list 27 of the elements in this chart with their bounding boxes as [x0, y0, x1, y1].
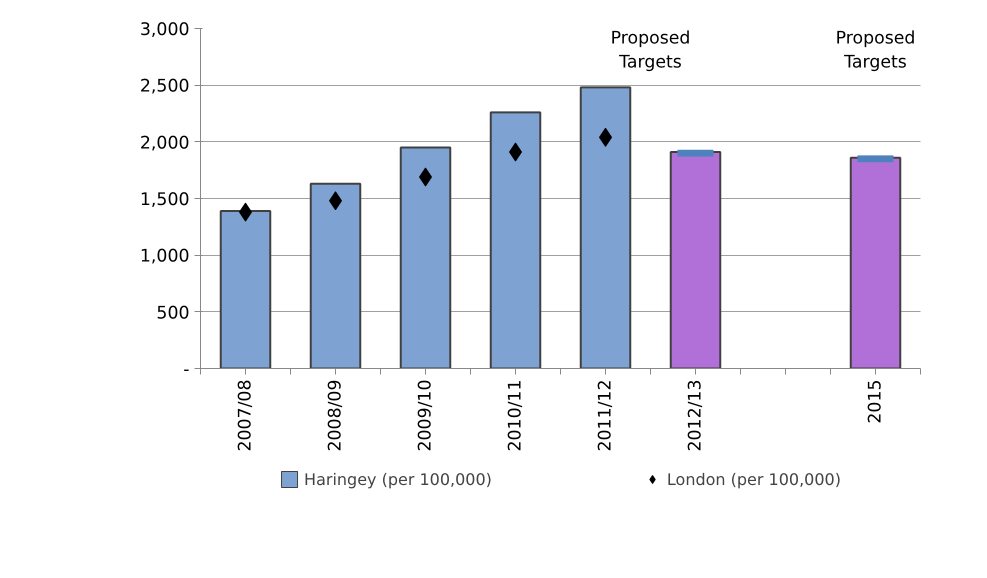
bar [850, 156, 902, 368]
bar [310, 182, 362, 368]
x-tick-label: 2008/09 [326, 379, 346, 452]
bar [490, 111, 542, 368]
bar [670, 151, 722, 368]
y-tick-label: - [183, 360, 190, 380]
y-tick-label: 1,000 [140, 246, 190, 267]
bar [220, 210, 272, 368]
bar [580, 86, 632, 368]
y-tick-label: 3,000 [140, 20, 190, 40]
y-tick-label: 2,000 [140, 133, 190, 154]
bar [678, 150, 714, 157]
annotation: Proposed Targets [836, 28, 916, 72]
legend-label: London (per 100,000) [666, 470, 841, 488]
annotation: Proposed Targets [610, 28, 690, 72]
x-tick-label: 2010/11 [506, 379, 526, 452]
x-tick-label: 2012/13 [686, 379, 706, 452]
x-tick-label: 2011/12 [596, 379, 616, 452]
x-tick-label: 2015 [866, 379, 886, 424]
x-tick-label: 2007/08 [236, 379, 256, 452]
legend-label: Haringey (per 100,000) [304, 470, 492, 488]
y-tick-label: 2,500 [140, 76, 190, 97]
y-tick-label: 1,500 [140, 190, 190, 210]
bar [400, 146, 452, 368]
x-tick-label: 2009/10 [416, 379, 436, 452]
bar [858, 155, 894, 162]
y-tick-label: 500 [156, 303, 190, 324]
